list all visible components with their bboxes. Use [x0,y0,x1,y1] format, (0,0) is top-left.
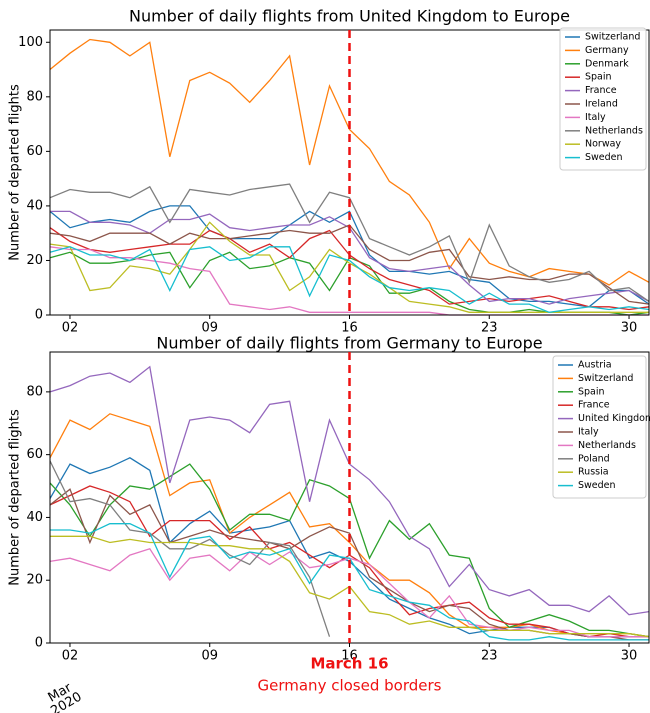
x-tick-label: 23 [481,649,498,664]
annotation: Germany closed borders [258,677,442,695]
x-tick-label: 16 [341,649,358,664]
legend-box [559,27,647,171]
y-tick-label: 60 [26,447,43,462]
x-tick-label: 30 [621,321,638,336]
series-line [49,485,649,638]
legend-label: Switzerland [578,373,633,384]
series-line [49,38,650,286]
y-tick-label: 20 [26,573,43,588]
y-axis-label: Number of departed flights [8,84,23,261]
series-line [49,205,650,308]
legend-label: France [578,400,610,411]
legend-label: Germany [585,45,629,56]
chart-title: Number of daily flights from United King… [129,7,570,26]
y-tick-label: 100 [18,35,43,50]
legend-label: Netherlands [578,440,636,451]
legend-label: Sweden [578,480,616,491]
legend-label: Switzerland [585,32,640,43]
x-tick-label: 23 [481,321,498,336]
y-axis-label: Number of departed flights [8,409,23,586]
series-line [49,460,331,637]
series-line [49,183,650,302]
y-tick-label: 40 [26,510,43,525]
legend-label: Spain [585,72,612,83]
y-tick-label: 0 [35,308,43,323]
series-line [49,365,650,616]
y-tick-label: 40 [26,198,43,213]
x-tick-label: 02 [62,321,79,336]
legend-label: Austria [578,360,612,371]
legend-label: France [585,85,617,96]
y-tick-label: 0 [35,636,43,651]
x-tick-label: 30 [621,649,638,664]
x-tick-label: 02 [62,649,79,664]
legend-label: Poland [578,453,610,464]
series-line [50,523,649,641]
legend-label: Ireland [585,99,618,110]
y-tick-label: 80 [26,384,43,399]
legend-label: Italy [585,112,606,123]
legend-label: United Kingdom [578,413,650,424]
legend-label: Denmark [585,58,629,69]
y-tick-label: 60 [26,144,43,159]
legend-label: Russia [578,467,609,478]
annotation: March 16 [310,655,388,673]
legend-label: Spain [578,386,605,397]
legend-label: Norway [585,139,621,150]
series-line [49,246,650,313]
legend-label: Sweden [585,152,623,163]
chart-title: Number of daily flights from Germany to … [156,334,542,353]
x-tick-label: 09 [201,649,218,664]
y-tick-label: 80 [26,89,43,104]
legend-label: Italy [578,427,599,438]
legend-label: Netherlands [585,125,643,136]
y-tick-label: 20 [26,253,43,268]
legend-box [552,355,647,499]
x-tick-label: 09 [201,321,218,336]
x-tick-label: 16 [341,321,358,336]
